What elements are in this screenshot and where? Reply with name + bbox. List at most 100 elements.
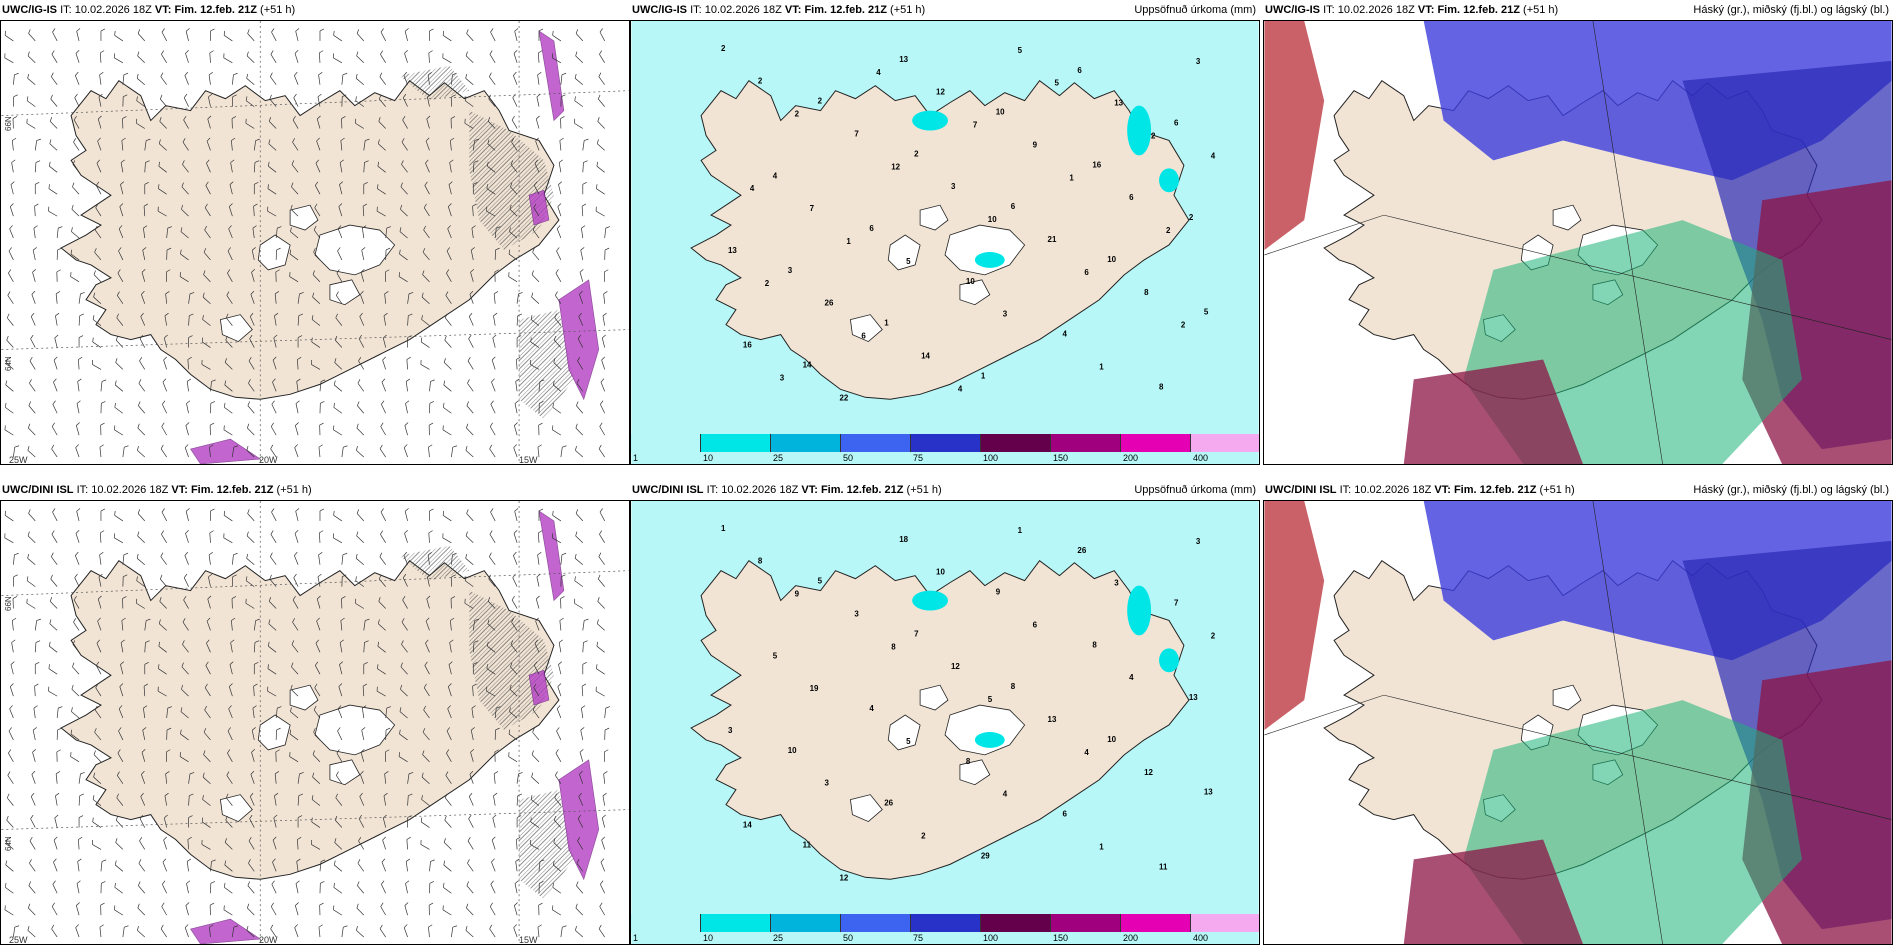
wind-barb <box>574 598 583 609</box>
wind-barb <box>446 269 452 282</box>
wind-barb <box>465 553 474 565</box>
wind-barb <box>4 30 14 42</box>
precip-value: 9 <box>1033 140 1038 149</box>
wind-barb <box>295 28 300 41</box>
wind-barb <box>377 139 386 151</box>
vt-label: VT: <box>171 484 188 496</box>
wind-barb <box>99 924 104 938</box>
precip-value: 4 <box>958 384 963 393</box>
wind-barb <box>209 422 215 436</box>
glacier-outline <box>919 204 949 231</box>
wind-barb <box>513 551 518 565</box>
wind-barb <box>580 727 585 740</box>
wind-barb <box>512 573 518 587</box>
legend-label: 10 <box>703 453 714 463</box>
wind-barb <box>465 445 474 458</box>
wind-barb <box>137 509 146 522</box>
wind-barb <box>579 290 584 304</box>
wind-barb <box>358 334 365 348</box>
wind-barb <box>407 793 413 806</box>
wind-barb <box>538 902 543 916</box>
wind-barb <box>270 902 277 916</box>
wind-barb <box>428 444 433 458</box>
wind-barb <box>70 249 80 261</box>
wind-barb <box>427 552 432 565</box>
wind-barb <box>490 880 496 894</box>
wind-barb <box>362 203 368 217</box>
wind-barb <box>28 423 36 436</box>
grid-line <box>1264 694 1384 736</box>
wind-barb <box>179 752 189 763</box>
precip-value: 1 <box>981 371 986 380</box>
wind-barb <box>160 444 167 458</box>
legend-label: 150 <box>1053 453 1069 463</box>
wind-barb <box>404 508 409 521</box>
wind-barb <box>511 618 518 631</box>
vt-label: VT: <box>154 4 172 16</box>
wind-barb <box>513 444 518 458</box>
wind-barb <box>230 137 236 151</box>
wind-barb <box>538 379 545 392</box>
wind-barb <box>317 93 322 107</box>
wind-barb <box>34 618 41 631</box>
precip-cell <box>974 731 1005 748</box>
wind-barb <box>49 117 58 129</box>
wind-barb <box>451 552 457 565</box>
wind-barb <box>116 313 124 326</box>
wind-barb <box>428 902 434 916</box>
wind-barb <box>355 73 365 85</box>
panel-title: UWC/IG-IS IT: 10.02.2026 18Z VT: Fim. 12… <box>1263 0 1893 20</box>
wind-barb <box>450 116 456 129</box>
wind-barb <box>141 290 146 304</box>
wind-barb <box>27 553 36 565</box>
wind-barb <box>30 312 36 326</box>
wind-barb <box>514 422 518 436</box>
wind-barb <box>137 925 146 938</box>
wind-barb <box>51 50 58 63</box>
field-title: Háský (gr.), miðský (fj.bl.) og lágský (… <box>1693 4 1889 16</box>
precip-value: 8 <box>758 557 763 566</box>
precip-value: 1 <box>1069 173 1074 182</box>
wind-barb <box>223 30 233 42</box>
wind-barb <box>9 705 14 719</box>
wind-barb <box>202 795 211 806</box>
wind-barb <box>442 425 452 436</box>
wind-barb <box>338 683 343 697</box>
wind-barb <box>341 72 348 85</box>
wind-barb <box>516 793 523 806</box>
wind-barb <box>247 423 255 436</box>
wind-barb <box>291 640 299 653</box>
wind-barb <box>114 30 124 42</box>
wind-barb <box>490 400 496 414</box>
wind-barb <box>32 247 37 260</box>
wind-barb <box>292 115 299 129</box>
iceland-land <box>60 560 560 880</box>
wind-barb <box>468 792 474 806</box>
wind-barb <box>27 445 36 458</box>
precip-value: 13 <box>899 55 908 64</box>
wind-barb <box>160 924 167 938</box>
wind-barb <box>552 402 562 414</box>
map-panel-p2: UWC/IG-IS IT: 10.02.2026 18Z VT: Fim. 12… <box>630 0 1260 465</box>
precip-value: 5 <box>988 695 993 704</box>
wind-barb <box>166 727 172 740</box>
precip-value: 3 <box>825 779 830 788</box>
wind-barb <box>247 881 255 894</box>
wind-barb <box>28 29 36 42</box>
wind-barb <box>311 315 321 326</box>
wind-barb <box>202 292 211 304</box>
wind-barb <box>601 334 606 348</box>
wind-barb <box>206 639 211 653</box>
wind-barb <box>97 115 102 129</box>
wind-barb <box>26 118 36 129</box>
wind-barb <box>508 249 518 261</box>
snow-hatch-area <box>399 545 470 581</box>
wind-barb <box>384 269 390 282</box>
wind-barb <box>381 400 386 414</box>
wind-barb <box>269 94 277 107</box>
wind-barb <box>381 378 387 392</box>
precip-cell <box>1127 585 1152 636</box>
field-title: Uppsöfnuð úrkoma (mm) <box>1134 4 1256 16</box>
wind-barb <box>553 335 562 348</box>
wind-barb <box>53 858 58 872</box>
